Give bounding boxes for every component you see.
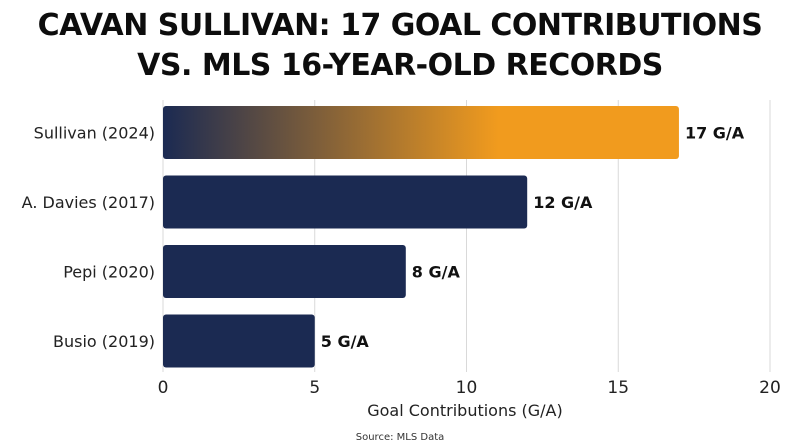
chart-title: CAVAN SULLIVAN: 17 GOAL CONTRIBUTIONS VS… bbox=[0, 6, 800, 86]
bar-busio-2019 bbox=[163, 314, 315, 368]
category-label: Sullivan (2024) bbox=[34, 124, 155, 143]
x-tick-label: 5 bbox=[309, 378, 320, 398]
chart-title-line-1: CAVAN SULLIVAN: 17 GOAL CONTRIBUTIONS bbox=[37, 8, 763, 43]
chart-title-line-2: VS. MLS 16-YEAR-OLD RECORDS bbox=[137, 48, 663, 83]
x-tick-label: 20 bbox=[759, 378, 781, 398]
x-tick-label: 0 bbox=[158, 378, 169, 398]
category-label: Busio (2019) bbox=[53, 332, 155, 351]
bar-sullivan-2024 bbox=[163, 106, 679, 159]
data-label: 12 G/A bbox=[533, 193, 593, 212]
bars bbox=[163, 106, 679, 368]
x-tick-label: 15 bbox=[607, 378, 629, 398]
source-note: Source: MLS Data bbox=[356, 432, 445, 443]
bar-a-davies-2017 bbox=[163, 175, 528, 229]
data-label: 8 G/A bbox=[412, 263, 461, 282]
x-axis-title: Goal Contributions (G/A) bbox=[367, 401, 563, 420]
category-label: Pepi (2020) bbox=[63, 263, 155, 282]
labels: 0 5 10 15 20 Sullivan (2024) 17 G/A A. Davies (… bbox=[22, 124, 781, 399]
data-label: 5 G/A bbox=[321, 332, 370, 351]
data-label: 17 G/A bbox=[685, 124, 745, 143]
bar-pepi-2020 bbox=[163, 245, 406, 298]
category-label: A. Davies (2017) bbox=[22, 193, 155, 212]
x-tick-label: 10 bbox=[456, 378, 478, 398]
